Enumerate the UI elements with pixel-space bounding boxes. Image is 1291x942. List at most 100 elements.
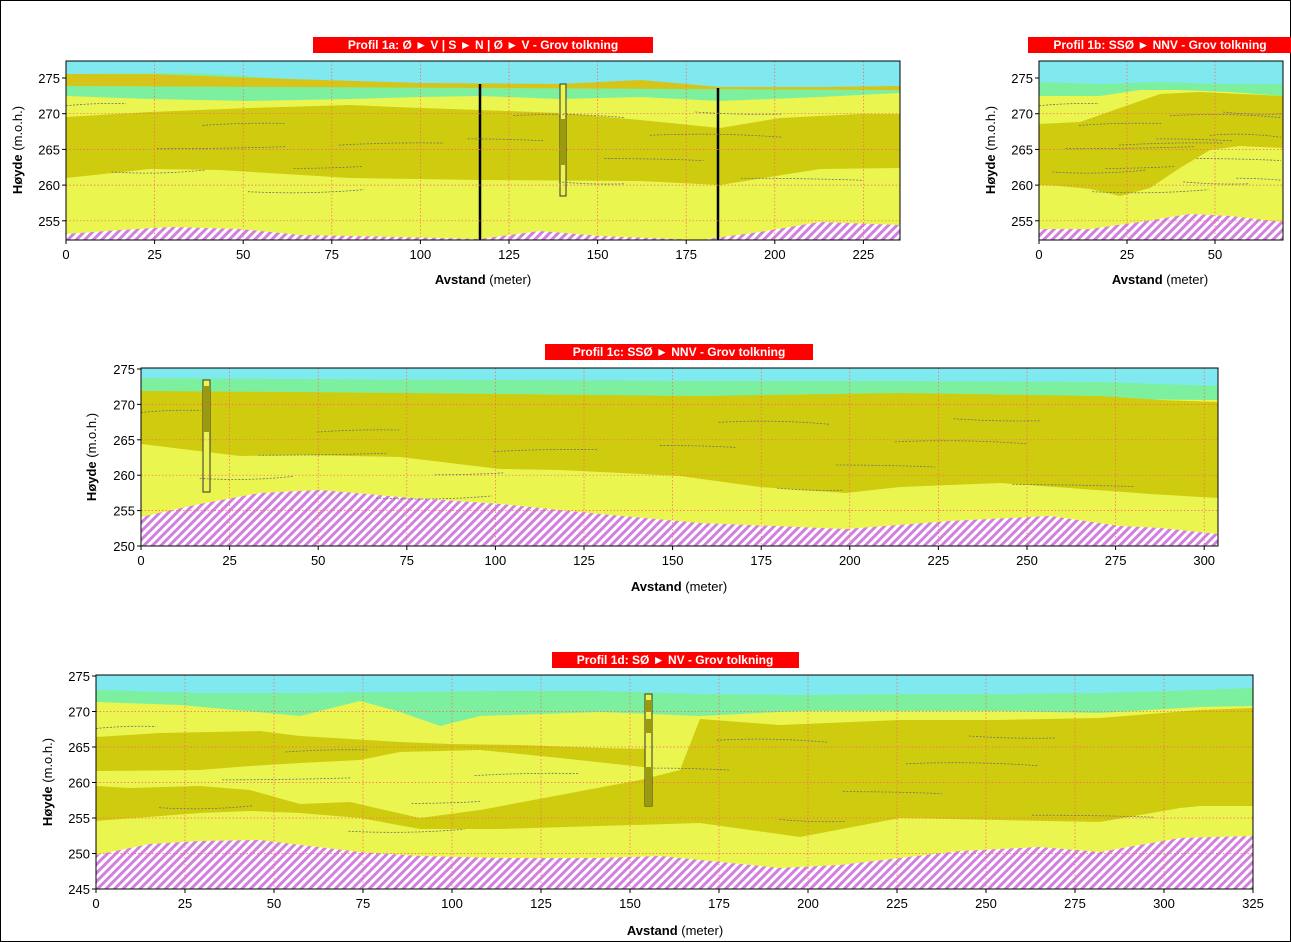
layer-darkyellow-1c [141, 391, 1218, 498]
reflector-line [1156, 138, 1234, 142]
x-tick-label: 0 [62, 247, 69, 262]
x-tick-label: 25 [178, 896, 192, 911]
x-tick-label: 225 [853, 247, 875, 262]
title-bg-1d [552, 652, 799, 668]
reflector-line [1196, 158, 1282, 161]
reflector-line [695, 111, 783, 115]
x-tick-label: 275 [1064, 896, 1086, 911]
reflector-line [1105, 166, 1176, 169]
y-tick-label: 265 [68, 740, 90, 755]
x-tick-label: 150 [619, 896, 641, 911]
y-tick-label: 275 [68, 669, 90, 684]
y-tick-label: 250 [113, 539, 135, 554]
reflector-line [95, 725, 157, 729]
reflector-line [718, 420, 830, 425]
y-tick-label: 270 [113, 397, 135, 412]
x-tick-label: 150 [587, 247, 609, 262]
x-tick-label: 125 [530, 896, 552, 911]
layer-darkyellow-1d-top [96, 731, 652, 771]
reflector-line [348, 828, 465, 833]
reflector-line [156, 146, 285, 150]
y-tick-label: 265 [38, 142, 60, 157]
x-tick-label: 100 [410, 247, 432, 262]
x-tick-label: 200 [764, 247, 786, 262]
reflector-line [140, 409, 202, 413]
y-tick-label: 270 [1011, 107, 1033, 122]
x-tick-label: 25 [147, 247, 161, 262]
reflector-line [1032, 814, 1154, 818]
reflector-line [604, 158, 704, 161]
reflector-line [836, 464, 936, 468]
reflector-line [779, 819, 845, 823]
reflector-line [953, 418, 1041, 422]
y-tick-label: 275 [113, 362, 135, 377]
y-tick-label: 265 [1011, 142, 1033, 157]
reflector-line [1078, 122, 1161, 126]
x-tick-label: 200 [839, 553, 861, 568]
x-tick-label: 125 [573, 553, 595, 568]
reflector-line [111, 169, 206, 174]
x-tick-label: 100 [485, 553, 507, 568]
x-tick-label: 25 [1120, 247, 1134, 262]
borehole-1d-segment-2 [645, 719, 652, 733]
reflector-line [1118, 142, 1223, 146]
reflector-line [285, 749, 368, 753]
x-tick-label: 0 [137, 553, 144, 568]
x-tick-label: 125 [498, 247, 520, 262]
y-tick-label: 275 [1011, 71, 1033, 86]
axes-1c: 0 25 50 75 100 125 150 175 200 225 250 275 300 275 270… [113, 362, 1215, 568]
borehole-1c-segment [203, 386, 210, 432]
reflector-line [1236, 177, 1282, 181]
x-tick-label: 300 [1193, 553, 1215, 568]
borehole-1a-segment [560, 119, 566, 165]
y-tick-label: 275 [38, 71, 60, 86]
x-tick-label: 175 [675, 247, 697, 262]
x-tick-label: 250 [975, 896, 997, 911]
x-tick-label: 225 [928, 553, 950, 568]
x-tick-label: 75 [356, 896, 370, 911]
reflector-line [474, 772, 579, 776]
y-tick-label: 265 [113, 433, 135, 448]
reflector-line [649, 133, 783, 138]
reflector-line [338, 142, 443, 146]
title-1c: Profil 1c: SSØ ► NNV - Grov tolkning [573, 345, 786, 359]
reflector-line [222, 777, 351, 781]
profile-1a: Profil 1a: Ø ► V | S ► N | Ø ► V - Grov … [10, 37, 901, 287]
axes-1a: 0 25 50 75 100 125 150 175 200 225 275 270 265 260 255 [38, 71, 874, 262]
y-tick-label: 255 [68, 811, 90, 826]
reflector-line [493, 449, 598, 453]
borehole-1c [202, 379, 211, 493]
y-tick-label: 260 [113, 468, 135, 483]
ylabel-1c: Høyde (m.o.h.) [84, 413, 99, 501]
reflector-line [199, 475, 294, 480]
reflector-line [1065, 146, 1194, 150]
layer-darkyellow-1d-main [96, 708, 1253, 837]
x-tick-label: 50 [267, 896, 281, 911]
x-tick-label: 200 [797, 896, 819, 911]
layer-bedrock-1c [141, 490, 1218, 546]
x-tick-label: 50 [1208, 247, 1222, 262]
x-tick-label: 50 [311, 553, 325, 568]
borehole-1d-segment-3 [645, 767, 652, 806]
xlabel-1a: Avstand (meter) [435, 272, 531, 287]
x-tick-label: 0 [1035, 247, 1042, 262]
reflector-line [65, 103, 127, 107]
layer-darkyellow-1a [66, 105, 900, 185]
grid-1b [1038, 61, 1283, 240]
x-tick-label: 25 [222, 553, 236, 568]
profile-1c: Profil 1c: SSØ ► NNV - Grov tolkning 0 25… [84, 344, 1219, 594]
layer-darkyellow-1b [1039, 92, 1283, 196]
x-tick-label: 75 [400, 553, 414, 568]
grid-1a [65, 61, 900, 240]
reflector-line [1012, 484, 1134, 487]
y-tick-label: 260 [68, 776, 90, 791]
reflector-line [247, 189, 364, 194]
layer-orange-1a [66, 74, 900, 90]
reflector-line [1038, 103, 1100, 107]
reflector-line [258, 452, 387, 456]
x-tick-label: 50 [236, 247, 250, 262]
reflector-line [653, 767, 731, 771]
reflector-line [317, 429, 400, 433]
reflector-line [1092, 189, 1209, 194]
